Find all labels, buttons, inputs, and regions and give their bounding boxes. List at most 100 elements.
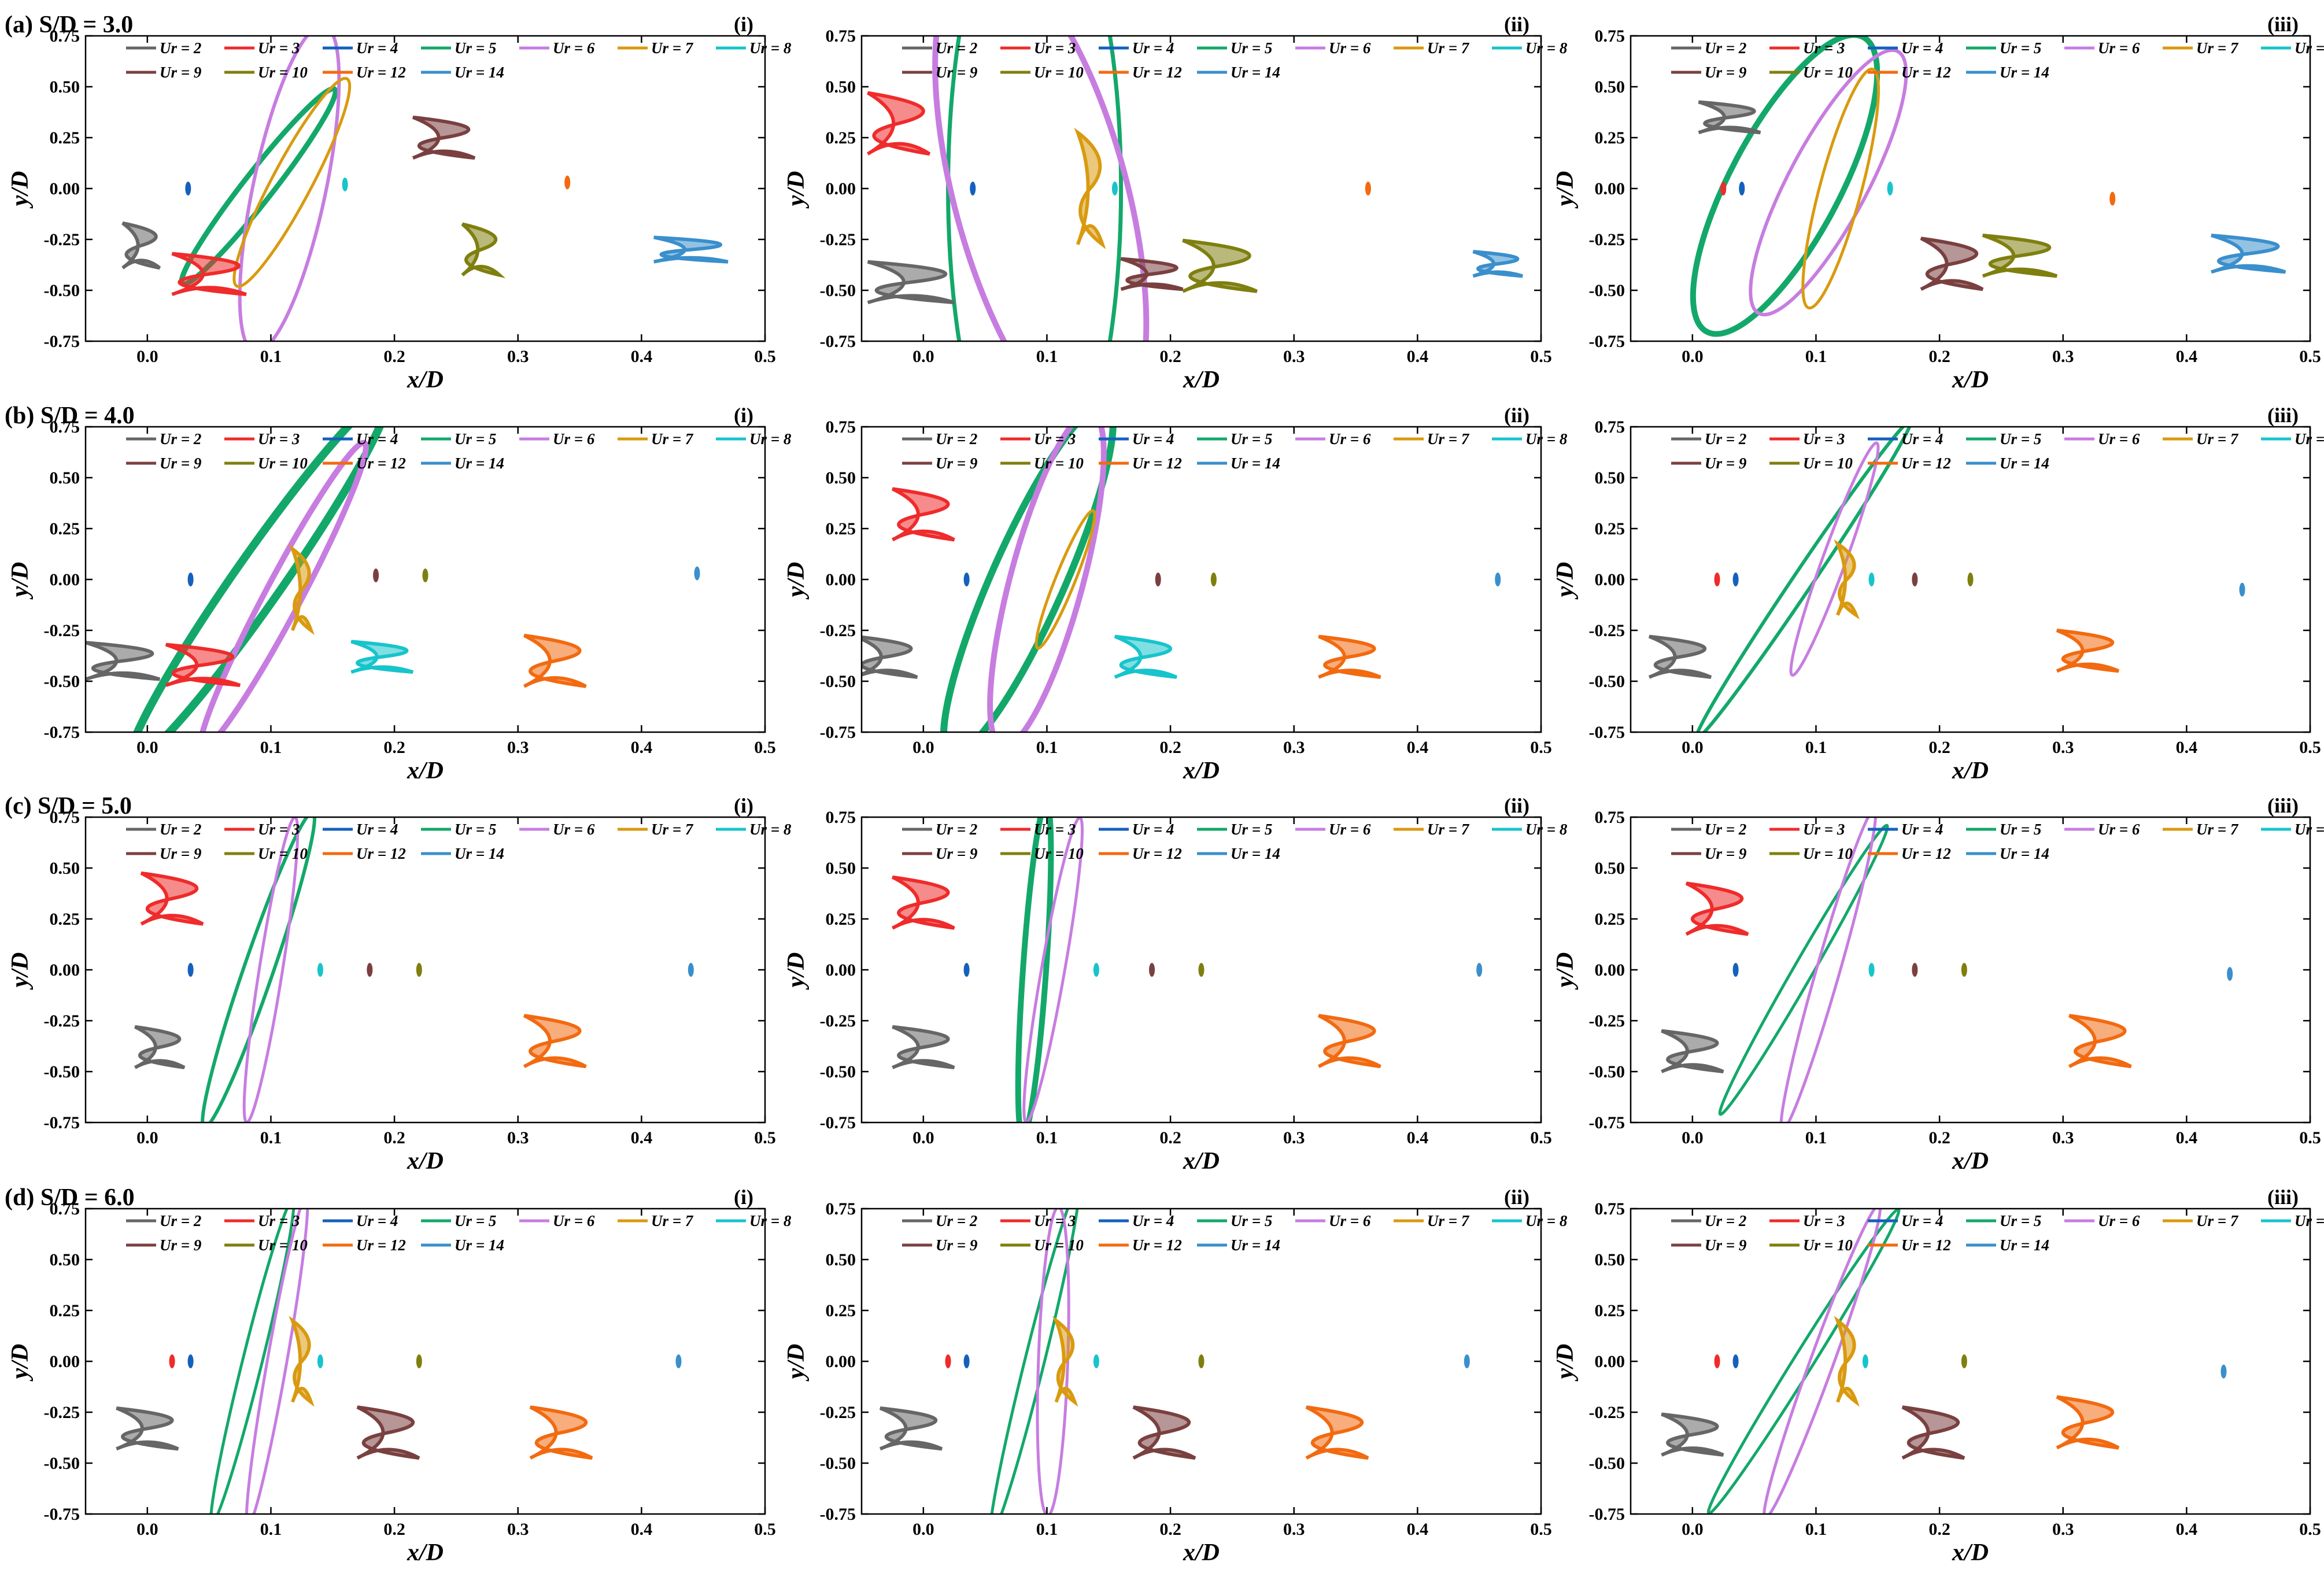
x-tick-label: 0.2 <box>1159 738 1181 757</box>
y-tick-label: 0.00 <box>1595 961 1625 980</box>
y-tick-label: 0.75 <box>1595 27 1625 46</box>
legend-label: Ur = 2 <box>1705 1212 1746 1229</box>
plot-area <box>862 427 1501 732</box>
trajectory-ur-8 <box>1093 963 1099 977</box>
legend-label: Ur = 4 <box>356 39 398 57</box>
y-tick-label: -0.50 <box>44 281 80 300</box>
x-tick-label: 0.0 <box>912 1520 934 1539</box>
legend-label: Ur = 10 <box>258 845 308 862</box>
y-tick-label: 0.50 <box>50 859 80 878</box>
legend-label: Ur = 4 <box>1132 39 1174 57</box>
y-tick-label: -0.50 <box>44 1454 80 1473</box>
y-tick-label: -0.75 <box>44 1113 80 1132</box>
x-tick-label: 0.3 <box>507 1128 529 1147</box>
legend-label: Ur = 3 <box>1034 1212 1076 1229</box>
legend-label: Ur = 6 <box>2098 1212 2140 1229</box>
panel-a-iii: 0.0 0.1 0.2 0.3 0.4 0.5 0.75 0.50 0.25 0.00 -0.25 -… <box>1552 13 2324 393</box>
trajectory-ur-6 <box>1763 1209 1882 1514</box>
trajectory-ur-2 <box>862 635 918 679</box>
trajectory-ur-6 <box>1749 48 1908 317</box>
trajectory-ur-8 <box>317 963 323 977</box>
x-tick-label: 0.1 <box>1805 738 1827 757</box>
y-tick-label: 0.00 <box>1595 570 1625 589</box>
legend-label: Ur = 4 <box>356 821 398 838</box>
legend-label: Ur = 5 <box>1231 1212 1272 1229</box>
trajectory-ur-2 <box>134 1025 186 1069</box>
x-tick-label: 0.5 <box>2299 347 2321 366</box>
y-tick-label: -0.75 <box>1589 1113 1625 1132</box>
legend-label: Ur = 7 <box>651 430 694 448</box>
trajectory-ur-3 <box>891 875 955 930</box>
x-axis-title: x/D <box>407 1539 444 1566</box>
x-tick-label: 0.0 <box>1682 1520 1704 1539</box>
y-tick-label: 0.75 <box>50 1199 80 1218</box>
y-tick-label: 0.50 <box>826 859 856 878</box>
trajectory-ur-10 <box>1982 233 2058 278</box>
y-tick-label: 0.50 <box>1595 1250 1625 1269</box>
x-tick-label: 0.1 <box>260 1128 282 1147</box>
y-axis-title: y/D <box>7 1344 34 1382</box>
legend: Ur = 2 Ur = 3 Ur = 4 Ur = 5 Ur = 6 Ur = 7 Ur =… <box>1671 821 2324 862</box>
legend-label: Ur = 8 <box>2295 821 2324 838</box>
trajectory-ur-10 <box>416 963 422 977</box>
trajectory-ur-10 <box>422 568 428 582</box>
trajectory-ur-10 <box>1967 573 1974 586</box>
legend-label: Ur = 14 <box>2000 1236 2049 1254</box>
trajectory-ur-12 <box>529 1405 593 1460</box>
trajectory-ur-2 <box>1661 1029 1724 1073</box>
trajectory-ur-8 <box>317 1354 323 1368</box>
trajectory-ur-3 <box>140 871 204 926</box>
y-tick-label: 0.00 <box>50 179 80 198</box>
legend-label: Ur = 6 <box>1329 1212 1371 1229</box>
y-axis-title: y/D <box>783 952 810 991</box>
trajectory-ur-14 <box>1495 573 1501 586</box>
trajectory-ur-10 <box>461 222 506 279</box>
y-tick-label: 0.25 <box>826 910 856 929</box>
y-tick-label: 0.00 <box>50 570 80 589</box>
legend: Ur = 2 Ur = 3 Ur = 4 Ur = 5 Ur = 6 Ur = 7 Ur =… <box>1671 430 2324 472</box>
y-tick-label: 0.25 <box>50 910 80 929</box>
trajectory-ur-2 <box>892 1025 955 1069</box>
y-tick-label: -0.75 <box>820 723 856 742</box>
trajectory-ur-4 <box>963 963 970 977</box>
legend-label: Ur = 4 <box>1901 430 1943 448</box>
y-tick-label: 0.75 <box>1595 418 1625 437</box>
y-axis-title: y/D <box>1552 952 1579 991</box>
panel-grid: 0.0 0.1 0.2 0.3 0.4 0.5 0.75 0.50 0.25 0.00 -0.25 -… <box>5 12 2324 1566</box>
trajectory-ur-3 <box>891 487 955 542</box>
legend-label: Ur = 4 <box>1901 821 1943 838</box>
legend-label: Ur = 12 <box>1901 455 1951 472</box>
trajectory-ur-3 <box>1685 881 1749 936</box>
legend-label: Ur = 14 <box>1231 845 1280 862</box>
y-tick-label: 0.25 <box>1595 128 1625 147</box>
x-axis-title: x/D <box>1183 367 1220 393</box>
trajectory-ur-12 <box>1318 634 1381 679</box>
legend-label: Ur = 8 <box>1525 430 1568 448</box>
legend-label: Ur = 14 <box>2000 845 2049 862</box>
y-tick-label: 0.25 <box>826 128 856 147</box>
legend-label: Ur = 12 <box>1132 1236 1182 1254</box>
legend-label: Ur = 14 <box>1231 455 1280 472</box>
x-tick-label: 0.5 <box>2299 738 2321 757</box>
legend-label: Ur = 14 <box>2000 455 2049 472</box>
legend-label: Ur = 7 <box>2196 1212 2239 1229</box>
legend-label: Ur = 9 <box>936 1236 978 1254</box>
plot-area <box>116 1209 682 1514</box>
trajectory-ur-14 <box>1472 250 1523 278</box>
x-tick-label: 0.1 <box>260 738 282 757</box>
x-tick-label: 0.5 <box>754 738 776 757</box>
row-title: (c) S/D = 5.0 <box>5 793 132 819</box>
panel-c-i: 0.0 0.1 0.2 0.3 0.4 0.5 0.75 0.50 0.25 0.00 -0.25 -… <box>5 793 792 1175</box>
x-tick-label: 0.4 <box>2176 347 2198 366</box>
trajectory-ur-10 <box>1961 963 1967 977</box>
panel-sub-label: (i) <box>734 794 753 817</box>
legend: Ur = 2 Ur = 3 Ur = 4 Ur = 5 Ur = 6 Ur = 7 Ur =… <box>126 430 792 472</box>
x-tick-label: 0.5 <box>754 1128 776 1147</box>
x-tick-label: 0.0 <box>912 347 934 366</box>
x-tick-label: 0.2 <box>1928 1128 1950 1147</box>
legend-label: Ur = 14 <box>455 455 504 472</box>
legend-label: Ur = 2 <box>1705 430 1746 448</box>
row-title: (a) S/D = 3.0 <box>5 12 133 38</box>
y-axis-title: y/D <box>1552 171 1579 209</box>
